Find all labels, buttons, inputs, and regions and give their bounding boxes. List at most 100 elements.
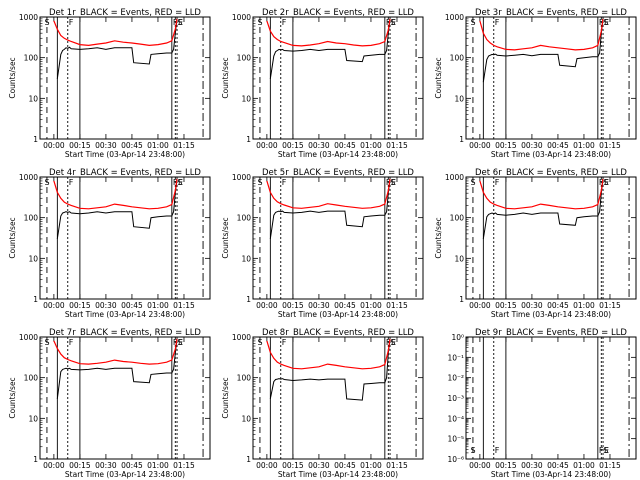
plot-frame — [465, 16, 637, 140]
x-tick-label: 01:00 — [147, 301, 169, 310]
plot-frame — [465, 336, 637, 460]
y-tick-label: 100 — [24, 54, 39, 63]
detector-chart: Det 1r_BLACK = Events, RED = LLD 1 10 100 10… — [8, 8, 211, 159]
y-tick-label: 10 — [241, 94, 251, 103]
event-marker-label: E — [604, 446, 609, 455]
x-axis-label: Start Time (03-Apr-14 23:48:00) — [278, 470, 398, 479]
x-tick-label: 00:30 — [308, 461, 330, 470]
detector-chart: Det 4r_BLACK = Events, RED = LLD 1 10 100 10… — [8, 168, 211, 319]
plot-frame — [39, 336, 211, 460]
chart-title: Det 1r_BLACK = Events, RED = LLD — [49, 8, 201, 18]
y-axis-label: Counts/sec — [221, 377, 230, 418]
x-tick-label: 00:45 — [121, 301, 143, 310]
x-tick-label: 01:00 — [573, 141, 595, 150]
x-tick-label: 00:30 — [308, 141, 330, 150]
event-marker-label: S — [257, 178, 262, 187]
x-tick-label: 00:00 — [469, 141, 491, 150]
x-tick-label: 00:15 — [69, 141, 91, 150]
x-tick-label: 00:15 — [495, 141, 517, 150]
y-tick-label: 10 — [454, 94, 464, 103]
event-marker-label: E — [178, 178, 183, 187]
chart-title: Det 5r_BLACK = Events, RED = LLD — [262, 168, 414, 178]
y-tick-label: 10 — [454, 254, 464, 263]
x-tick-label: 00:15 — [495, 301, 517, 310]
event-marker-label: FS — [599, 18, 609, 27]
x-tick-label: 01:15 — [173, 301, 195, 310]
event-marker-label: S — [44, 18, 49, 27]
y-tick-label: 1 — [459, 295, 464, 304]
x-tick-label: 00:45 — [121, 461, 143, 470]
x-tick-label: 00:15 — [282, 461, 304, 470]
event-marker-label: F — [495, 446, 500, 455]
event-marker-label: E — [178, 338, 183, 347]
plot-frame — [252, 336, 424, 460]
event-marker-label: FS — [173, 18, 183, 27]
event-marker-label: FS — [386, 178, 396, 187]
x-axis-label: Start Time (03-Apr-14 23:48:00) — [491, 150, 611, 159]
y-tick-label: 100 — [237, 214, 252, 223]
x-tick-label: 00:15 — [69, 301, 91, 310]
plot-frame — [39, 176, 211, 300]
y-tick-label: 100 — [237, 54, 252, 63]
y-tick-label: 1000 — [232, 13, 251, 22]
plot-frame — [39, 16, 211, 140]
event-marker-label: S — [257, 18, 262, 27]
y-tick-label: 100 — [450, 54, 465, 63]
events-series-line — [56, 18, 178, 79]
event-marker-label: S — [470, 178, 475, 187]
event-marker-label: F — [69, 338, 74, 347]
y-tick-label: 10⁻³ — [447, 394, 464, 403]
x-tick-label: 00:00 — [43, 461, 65, 470]
x-tick-label: 00:15 — [282, 141, 304, 150]
x-tick-label: 00:45 — [334, 141, 356, 150]
y-axis-label: Counts/sec — [8, 377, 17, 418]
x-tick-label: 01:00 — [360, 461, 382, 470]
y-tick-label: 10 — [241, 414, 251, 423]
y-tick-label: 10⁻⁶ — [447, 455, 464, 464]
y-tick-label: 1 — [33, 295, 38, 304]
y-tick-label: 1000 — [445, 173, 464, 182]
y-tick-label: 10⁻⁴ — [447, 414, 464, 423]
y-tick-label: 1 — [246, 135, 251, 144]
lld-series-line — [266, 338, 391, 370]
lld-series-line — [266, 18, 391, 47]
x-tick-label: 00:30 — [95, 301, 117, 310]
y-tick-label: 1 — [459, 135, 464, 144]
y-axis-label: Counts/sec — [221, 57, 230, 98]
event-marker-label: FS — [173, 338, 183, 347]
y-tick-label: 10 — [241, 254, 251, 263]
y-tick-label: 1000 — [19, 333, 38, 342]
y-tick-label: 100 — [237, 374, 252, 383]
x-tick-label: 00:15 — [282, 301, 304, 310]
y-tick-label: 1000 — [445, 13, 464, 22]
chart-title: Det 2r_BLACK = Events, RED = LLD — [262, 8, 414, 18]
events-series-line — [269, 18, 391, 79]
detector-chart: Det 3r_BLACK = Events, RED = LLD 1 10 100 10… — [434, 8, 637, 159]
x-tick-label: 00:45 — [121, 141, 143, 150]
y-tick-label: 10⁰ — [451, 333, 464, 342]
event-marker-label: FS — [599, 178, 609, 187]
y-tick-label: 10 — [28, 94, 38, 103]
chart-title: Det 7r_BLACK = Events, RED = LLD — [49, 328, 201, 338]
event-marker-label: E — [604, 18, 609, 27]
event-marker-label: FS — [386, 18, 396, 27]
y-tick-label: 10⁻¹ — [447, 353, 464, 362]
detector-chart: Det 6r_BLACK = Events, RED = LLD 1 10 100 10… — [434, 168, 637, 319]
chart-title: Det 3r_BLACK = Events, RED = LLD — [475, 8, 627, 18]
event-marker-label: F — [282, 178, 287, 187]
y-tick-label: 10⁻⁵ — [447, 435, 464, 444]
x-tick-label: 00:30 — [521, 301, 543, 310]
event-marker-label: F — [69, 18, 74, 27]
y-axis-label: Counts/sec — [8, 57, 17, 98]
plot-frame — [252, 176, 424, 300]
y-tick-label: 1 — [33, 455, 38, 464]
plot-frame — [465, 176, 637, 300]
events-series-line — [269, 338, 391, 401]
x-axis-label: Start Time (03-Apr-14 23:48:00) — [278, 310, 398, 319]
events-series-line — [56, 338, 178, 399]
lld-series-line — [53, 18, 178, 47]
x-tick-label: 00:00 — [43, 141, 65, 150]
event-marker-label: S — [470, 446, 475, 455]
x-tick-label: 01:15 — [386, 301, 408, 310]
